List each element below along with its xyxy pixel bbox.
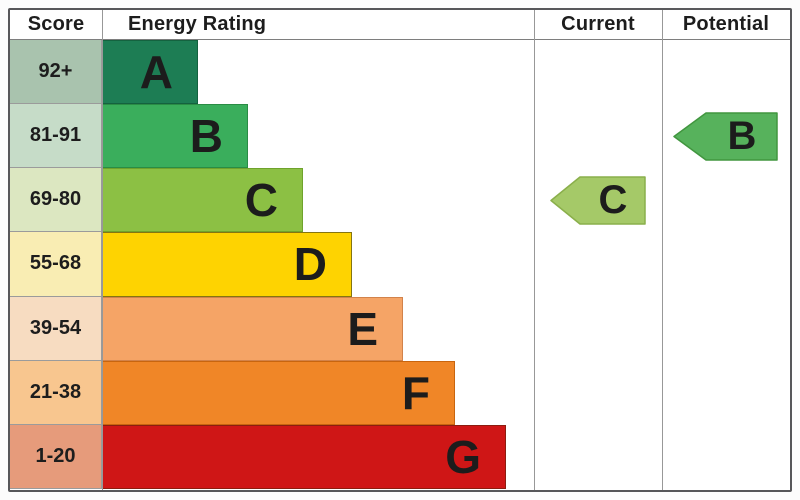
header-energy-rating: Energy Rating <box>128 13 267 35</box>
score-range-f: 21-38 <box>10 360 102 425</box>
rating-letter-d: D <box>293 238 327 291</box>
current-rating-arrow: C <box>550 176 646 225</box>
band-row-g: 1-20 G <box>10 424 790 489</box>
rating-letter-g: G <box>445 430 481 483</box>
current-rating-arrow-letter: C <box>598 178 628 223</box>
rating-bar-d: D <box>102 232 352 297</box>
band-row-e: 39-54 E <box>10 296 790 361</box>
score-range-c: 69-80 <box>10 168 102 233</box>
potential-column-divider <box>662 10 663 490</box>
epc-chart: Score Energy Rating Current Potential 92… <box>8 8 792 492</box>
header-potential: Potential <box>682 13 770 35</box>
current-rating-arrow-shape <box>550 176 646 225</box>
rating-letter-f: F <box>401 366 430 419</box>
score-range-e: 39-54 <box>10 296 102 361</box>
band-row-d: 55-68 D <box>10 232 790 297</box>
header-score: Score <box>27 13 85 35</box>
band-row-a: 92+ A <box>10 40 790 105</box>
band-row-c: 69-80 C <box>10 168 790 233</box>
chart-header: Score Energy Rating Current Potential <box>10 10 790 40</box>
potential-rating-arrow: B <box>673 111 778 161</box>
rating-bar-b: B <box>102 104 248 169</box>
rating-bar-f: F <box>102 360 455 425</box>
band-row-b: 81-91 B <box>10 104 790 169</box>
rating-letter-a: A <box>139 46 173 99</box>
rating-letter-e: E <box>347 302 378 355</box>
chart-body: 92+ A 81-91 B 69-80 C 55-68 D 39-54 E 21-38 F 1-20 G C… <box>10 40 790 489</box>
header-current: Current <box>561 13 635 35</box>
score-column-divider <box>102 10 103 490</box>
potential-rating-arrow-shape <box>673 111 778 161</box>
score-range-d: 55-68 <box>10 232 102 297</box>
rating-bar-e: E <box>102 296 403 361</box>
rating-bar-g: G <box>102 424 506 489</box>
rating-bar-a: A <box>102 40 198 105</box>
rating-letter-c: C <box>244 174 278 227</box>
rating-letter-b: B <box>189 110 223 163</box>
rating-bar-c: C <box>102 168 303 233</box>
score-range-a: 92+ <box>10 40 102 105</box>
current-column-divider <box>534 10 535 490</box>
potential-rating-arrow-letter: B <box>727 114 757 159</box>
score-range-g: 1-20 <box>10 424 102 489</box>
band-row-f: 21-38 F <box>10 360 790 425</box>
score-range-b: 81-91 <box>10 104 102 169</box>
